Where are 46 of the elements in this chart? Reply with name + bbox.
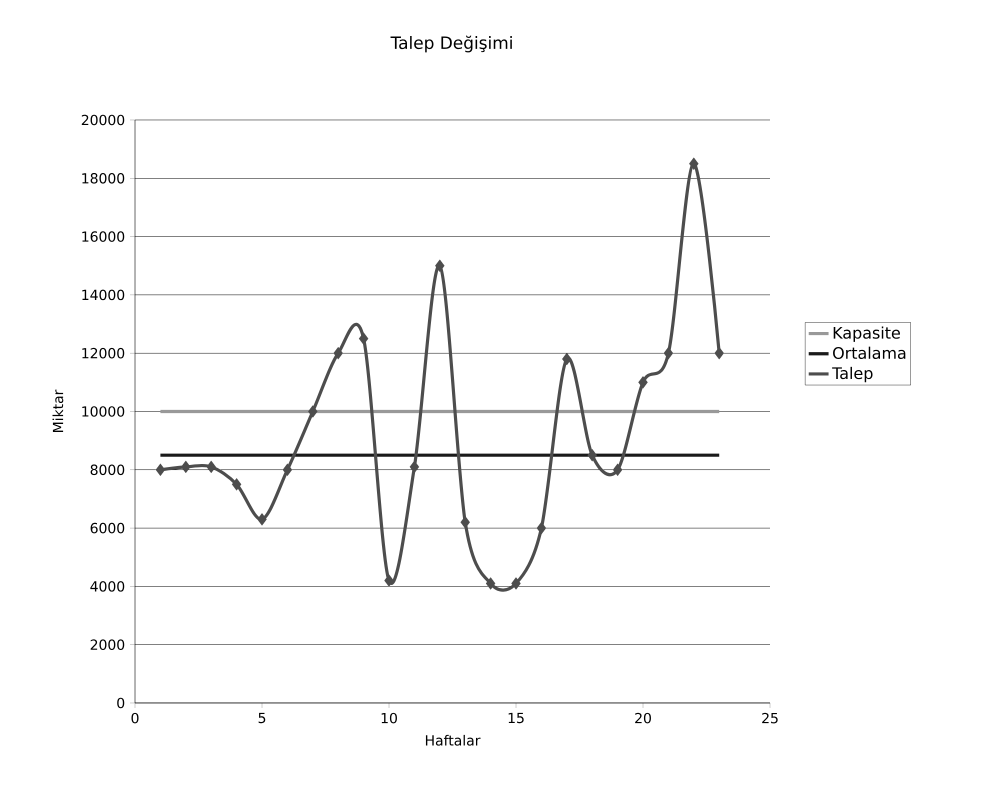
point xyxy=(232,478,242,491)
point xyxy=(664,346,674,360)
y-tick-label: 12000 xyxy=(82,348,124,358)
point xyxy=(562,352,572,366)
x-tick-label: 5 xyxy=(258,712,266,724)
chart-title: Talep Değişimi xyxy=(390,36,512,52)
point xyxy=(689,157,699,170)
point xyxy=(384,574,394,587)
point xyxy=(156,464,166,476)
y-tick-label: 0 xyxy=(117,698,124,708)
x-tick-label: 20 xyxy=(635,712,651,724)
y-tick-label: 18000 xyxy=(82,173,124,184)
point xyxy=(536,522,546,534)
point xyxy=(435,259,445,272)
point xyxy=(587,448,597,462)
point xyxy=(511,577,521,590)
legend-label: Kapasite xyxy=(834,326,900,342)
y-tick-label: 14000 xyxy=(82,290,124,300)
legend-label: Talep xyxy=(832,366,873,382)
x-tick-label: 10 xyxy=(382,712,397,724)
x-tick-label: 15 xyxy=(508,712,524,724)
point xyxy=(460,516,470,529)
y-tick-label: 8000 xyxy=(90,464,124,476)
point xyxy=(612,464,622,476)
y-tick-label: 16000 xyxy=(82,231,124,242)
point xyxy=(410,460,420,474)
y-tick-label: 4000 xyxy=(90,581,124,592)
x-tick-label: 0 xyxy=(131,712,139,724)
point xyxy=(486,577,496,590)
point xyxy=(714,346,724,360)
point xyxy=(358,332,368,345)
y-tick-label: 10000 xyxy=(82,406,124,417)
y-tick-label: 2000 xyxy=(90,639,124,650)
y-tick-label: 6000 xyxy=(90,522,124,534)
x-tick-label: 25 xyxy=(762,712,778,724)
point xyxy=(333,346,343,360)
x-axis-title: Haftalar xyxy=(426,734,480,746)
point xyxy=(308,405,318,418)
point xyxy=(282,464,292,476)
point xyxy=(638,376,648,389)
y-tick-label: 20000 xyxy=(82,114,124,126)
legend-label: Ortalama xyxy=(833,346,906,359)
point xyxy=(181,460,191,474)
point xyxy=(257,513,267,526)
point xyxy=(206,460,216,474)
y-axis-title: Miktar xyxy=(52,390,64,432)
